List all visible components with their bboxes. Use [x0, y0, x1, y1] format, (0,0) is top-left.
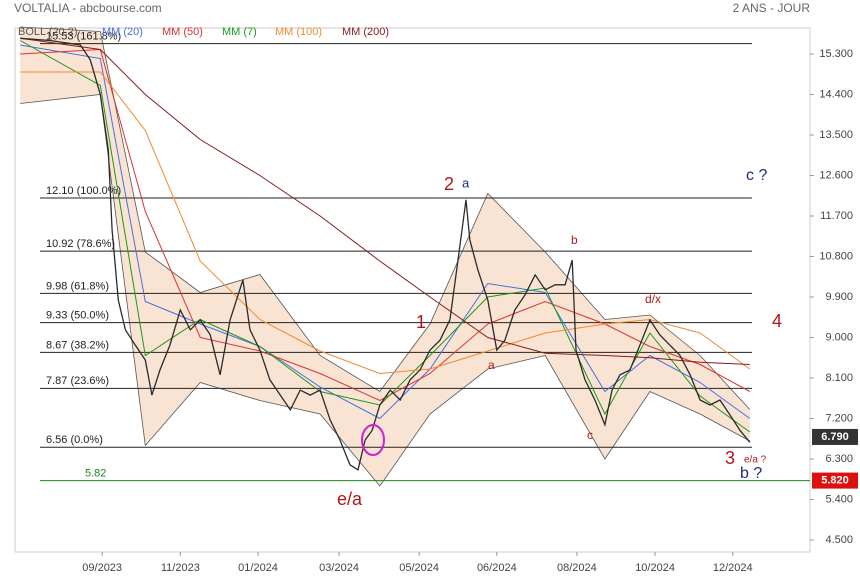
level-label: 7.87 (23.6%) — [46, 375, 109, 387]
legend-entry: MM (20) — [102, 26, 143, 38]
y-tick-label: 7.200 — [825, 412, 853, 424]
wave-label: c — [587, 428, 593, 442]
band-area — [20, 27, 750, 486]
x-tick-label: 05/2024 — [399, 562, 439, 574]
wave-label: b ? — [740, 465, 762, 482]
y-tick-label: 4.500 — [825, 534, 853, 546]
wave-label: a — [488, 358, 495, 372]
legend: BOLL (20,2) MM (20) MM (50) MM (7) MM (1… — [18, 26, 389, 38]
wave-label: e/a ? — [744, 455, 767, 466]
x-tick-label: 06/2024 — [477, 562, 517, 574]
price-tag-label: 5.820 — [821, 474, 849, 486]
x-tick-label: 09/2023 — [82, 562, 122, 574]
y-tick-label: 9.000 — [825, 331, 853, 343]
y-tick-label: 14.400 — [819, 88, 853, 100]
chart-subtitle: 2 ANS - JOUR — [733, 1, 811, 15]
level-label: 8.67 (38.2%) — [46, 339, 109, 351]
chart-title: VOLTALIA - abcbourse.com — [14, 1, 162, 15]
wave-annotations: 2 a b d/x 4 1 a c 3 e/a ? b ? c ? e/a — [337, 167, 782, 509]
level-label: 5.82 — [85, 467, 106, 479]
wave-label: a — [462, 175, 470, 190]
x-tick-label: 12/2024 — [713, 562, 753, 574]
legend-entry: MM (50) — [162, 26, 203, 38]
price-tag — [812, 428, 858, 445]
x-tick-label: 03/2024 — [319, 562, 359, 574]
level-label: 10.92 (78.6%) — [46, 238, 115, 250]
ma-line — [19, 40, 751, 433]
wave-label: 4 — [772, 311, 782, 331]
legend-entry: MM (7) — [222, 26, 257, 38]
price-line — [20, 37, 751, 471]
level-label: 6.56 (0.0%) — [46, 434, 103, 446]
wave-label: e/a — [337, 489, 363, 509]
ma-line — [20, 48, 751, 402]
y-tick-label: 10.800 — [819, 250, 853, 262]
x-tick-label: 01/2024 — [238, 562, 278, 574]
wave-label: 2 — [444, 174, 454, 194]
wave-label: b — [571, 233, 578, 247]
ma-line — [20, 71, 751, 375]
ma-line — [20, 44, 751, 420]
ma-line — [20, 37, 750, 365]
wave-label: 1 — [416, 312, 426, 332]
legend-entry: MM (100) — [275, 26, 322, 38]
y-tick-label: 15.300 — [819, 48, 853, 60]
legend-entry: BOLL (20,2) — [18, 26, 78, 38]
legend-entry: MM (200) — [342, 26, 389, 38]
level-label: 9.33 (50.0%) — [46, 310, 109, 322]
y-tick-label: 13.500 — [819, 129, 853, 141]
wave-label: c ? — [746, 167, 767, 184]
price-tag — [812, 472, 858, 489]
y-tick-label: 11.700 — [820, 210, 853, 222]
level-label: 9.98 (61.8%) — [46, 280, 109, 292]
wave-label: 3 — [725, 448, 735, 468]
y-tick-label: 6.300 — [825, 453, 853, 465]
y-tick-label: 5.400 — [825, 493, 853, 505]
x-tick-label: 11/2023 — [161, 562, 200, 574]
level-label: 12.10 (100.0%) — [46, 185, 121, 197]
highlight-ellipse — [361, 424, 385, 456]
x-tick-label: 08/2024 — [557, 562, 597, 574]
wave-label: d/x — [645, 292, 661, 306]
price-tag-label: 6.790 — [821, 431, 849, 443]
band-upper — [20, 26, 751, 410]
x-tick-label: 10/2024 — [635, 562, 675, 574]
band-lower — [20, 94, 750, 487]
level-label: 15.53 (161.8%) — [46, 31, 121, 43]
y-tick-label: 9.900 — [825, 291, 853, 303]
y-tick-label: 12.600 — [819, 169, 853, 181]
y-tick-label: 8.100 — [825, 372, 853, 384]
